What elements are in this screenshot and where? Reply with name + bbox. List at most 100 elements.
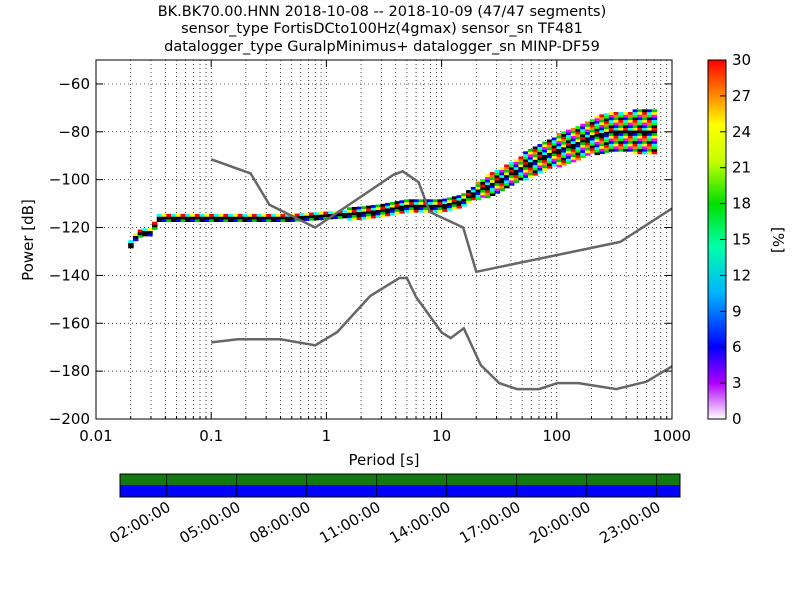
psd-cell [489,174,496,178]
psd-cell [356,217,363,220]
psd-cell [646,127,653,131]
psd-cell [623,122,629,126]
psd-cell [180,216,187,220]
psd-cell [504,167,510,170]
psd-cell [527,164,534,168]
psd-cell [499,177,505,181]
psd-cell [523,167,529,170]
timeline-tick-label: 23:00:00 [596,498,663,547]
psd-cell [646,133,653,136]
psd-cell [313,217,320,221]
psd-cell [580,131,586,135]
psd-cell [546,152,553,156]
psd-cell [575,136,582,140]
psd-cell [418,204,424,208]
psd-cell [637,146,643,149]
psd-cell [489,190,496,194]
psd-cell [556,164,562,168]
psd-cell [556,132,562,136]
psd-cell [318,217,325,220]
psd-cell [542,167,548,171]
psd-cell [513,180,520,183]
psd-cell [351,212,358,216]
psd-cell [523,156,529,160]
psd-cell [608,148,615,152]
psd-cell [489,180,496,183]
psd-cell [513,174,520,178]
psd-cell [480,181,486,185]
psd-cell [370,207,377,211]
psd-cell [551,153,558,157]
psd-cell [618,143,624,147]
psd-cell [637,135,643,139]
psd-cell [342,210,348,214]
psd-cell [223,213,229,217]
coverage-frame [119,473,681,498]
psd-cell [646,119,653,123]
psd-cell [642,151,648,155]
psd-cell [399,202,405,206]
psd-cell [594,123,601,127]
psd-cell [389,209,396,213]
psd-cell [442,198,448,202]
psd-cell [351,217,358,221]
psd-cell [404,204,410,208]
psd-cell [442,203,448,207]
psd-cell [580,136,586,140]
psd-cell [413,201,420,205]
psd-cell [546,144,553,148]
psd-cell [361,216,367,220]
psd-cell [608,122,615,126]
psd-cell [623,148,629,152]
psd-cell [618,148,624,152]
psd-cell [366,208,372,212]
psd-cell [389,202,396,205]
psd-cell [375,207,382,210]
psd-cell [132,235,139,239]
title-line-3: datalogger_type GuralpMinimus+ datalogge… [164,39,600,55]
timeline-tick-label: 14:00:00 [386,498,453,547]
psd-cell [166,216,172,220]
psd-cell [594,128,601,132]
psd-cell [608,135,615,139]
psd-cell [466,198,472,201]
timeline-tick-label: 05:00:00 [176,498,243,547]
psd-cell [513,177,520,181]
psd-cell [546,147,553,151]
psd-cell [466,195,472,199]
psd-cell [542,154,548,158]
psd-cell [285,216,291,220]
psd-cell [389,204,396,208]
psd-cell [251,219,258,222]
y-tick-label: −80 [58,123,90,141]
psd-cell [623,140,629,144]
psd-cell [247,213,253,217]
psd-cell [575,144,582,148]
psd-cell [585,121,591,125]
psd-cell [437,209,444,213]
psd-cell [646,146,653,149]
psd-cell [151,227,158,230]
x-tick-label: 0.1 [199,427,223,445]
psd-cell [523,161,529,165]
psd-cell [589,129,596,133]
psd-cell [204,216,210,220]
colorbar-tick-label: 21 [732,159,751,177]
psd-cell [604,113,610,116]
timeline-tick-label: 11:00:00 [316,498,383,547]
psd-cell [451,206,458,210]
psd-cell [318,214,325,218]
psd-cell [232,216,239,220]
psd-cell [423,204,429,208]
psd-cell [613,148,620,152]
psd-cell [247,216,253,220]
psd-cell [380,211,386,215]
psd-cell [370,210,377,214]
psd-cell [585,152,591,156]
psd-cell [651,140,658,144]
psd-cell [565,134,572,138]
psd-cell [585,134,591,138]
psd-cell [309,217,315,221]
psd-cell [642,148,648,152]
